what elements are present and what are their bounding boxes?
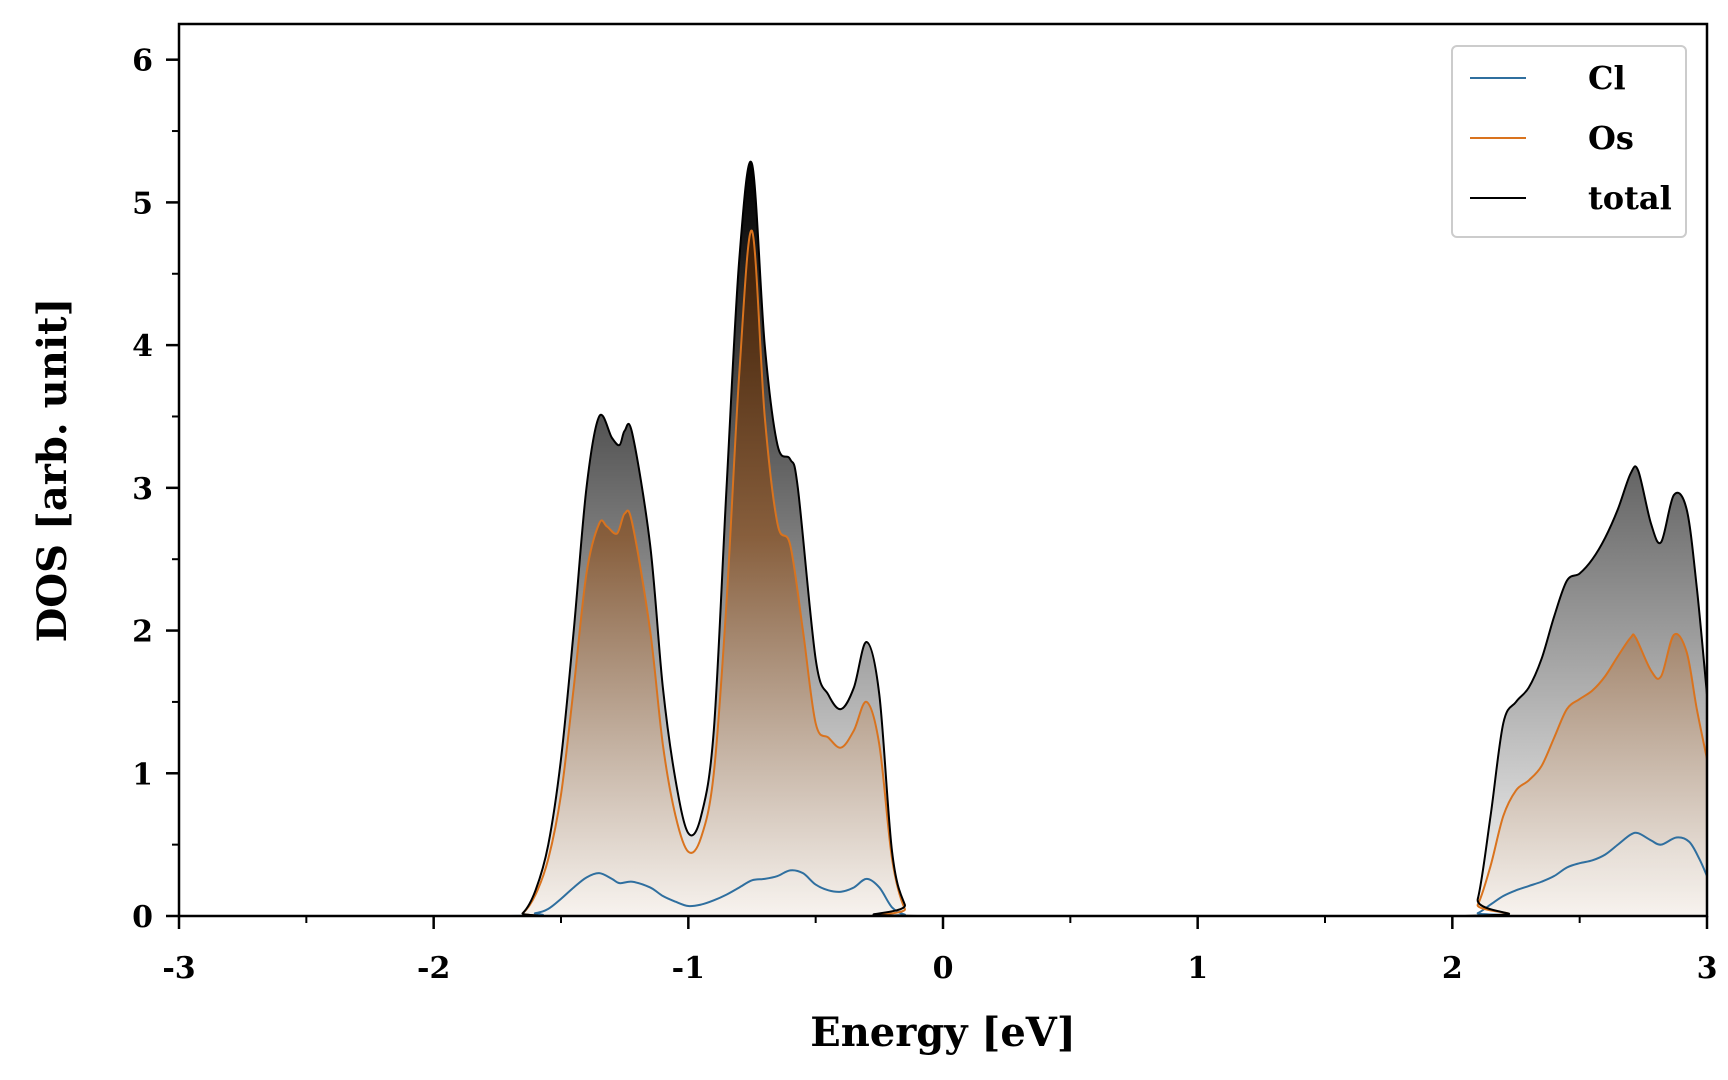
- legend-label-total: total: [1588, 179, 1672, 217]
- y-tick-label: 6: [132, 44, 153, 79]
- axis-ticks: [166, 58, 1709, 929]
- y-tick-label: 3: [132, 472, 153, 507]
- series-line-total: [178, 160, 1708, 918]
- area-fill-os: [179, 230, 1707, 917]
- x-axis-label: Energy [eV]: [810, 1009, 1076, 1056]
- y-tick-label: 0: [132, 900, 153, 935]
- legend-box: [1451, 45, 1687, 238]
- tick-labels: -3 -2 -1 0 1 2 3 0 1 2 3 4 5 6: [132, 44, 1717, 986]
- y-tick-label: 2: [132, 615, 153, 650]
- y-tick-label: 5: [132, 186, 153, 221]
- x-tick-label: 2: [1442, 951, 1463, 986]
- area-fills: [179, 161, 1707, 917]
- legend: Cl Os total: [1451, 45, 1687, 238]
- legend-label-os: Os: [1588, 119, 1634, 157]
- legend-label-cl: Cl: [1588, 59, 1626, 97]
- area-fill-cl: [179, 832, 1707, 916]
- x-tick-label: -3: [162, 951, 195, 986]
- x-tick-label: 1: [1187, 951, 1208, 986]
- y-axis-label: DOS [arb. unit]: [29, 298, 76, 643]
- series-lines: [178, 160, 1708, 918]
- x-tick-label: -2: [417, 951, 450, 986]
- x-tick-label: 0: [933, 951, 954, 986]
- area-fill-total: [179, 161, 1707, 917]
- x-tick-label: 3: [1697, 951, 1718, 986]
- series-line-os: [178, 229, 1708, 918]
- y-tick-label: 1: [132, 757, 153, 792]
- series-line-cl: [178, 831, 1708, 918]
- y-tick-label: 4: [132, 329, 153, 364]
- x-tick-label: -1: [672, 951, 705, 986]
